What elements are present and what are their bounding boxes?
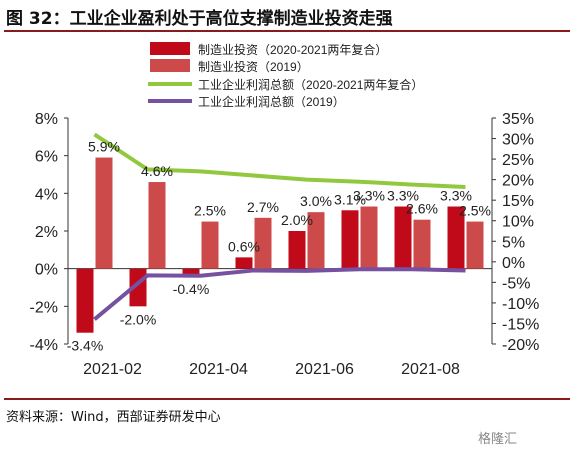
y-left-tick-label: 6% (35, 149, 58, 166)
figure-title: 图 32：工业企业盈利处于高位支撑制造业投资走强 (6, 9, 393, 29)
y-right-tick-label: 20% (502, 173, 534, 190)
title-rule (4, 30, 570, 32)
y-right-tick-label: -15% (502, 316, 539, 333)
bar-2 (360, 206, 378, 269)
bar-1 (447, 206, 465, 269)
x-tick-label: 2021-02 (83, 361, 142, 378)
legend-label-3: 工业企业利润总额（2020-2021两年复合） (198, 77, 423, 92)
legend-label-4: 工业企业利润总额（2019） (198, 94, 345, 109)
y-right-tick-label: 15% (502, 193, 534, 210)
data-label-s2: 2.6% (406, 201, 438, 217)
data-label-s2: 2.5% (459, 203, 491, 219)
data-label-s1: 3.3% (440, 188, 472, 204)
line-series-2 (93, 267, 466, 321)
source-note: 资料来源：Wind，西部证券研发中心 (6, 410, 221, 425)
y-right-tick-label: 30% (502, 132, 534, 149)
x-tick-label: 2021-06 (295, 361, 354, 378)
bar-2 (413, 219, 431, 269)
bar-2 (254, 217, 272, 269)
data-label-s1: 0.6% (228, 238, 260, 254)
legend-swatch-1 (150, 42, 190, 55)
y-right-tick-label: 25% (502, 152, 534, 169)
data-label-s2: 4.6% (141, 163, 173, 179)
y-right-tick-label: 10% (502, 214, 534, 231)
bar-1 (288, 231, 306, 269)
data-label-s1: -3.4% (67, 338, 104, 354)
bar-1 (341, 210, 359, 269)
bar-2 (307, 212, 325, 269)
y-left-tick-label: 8% (35, 111, 58, 128)
bar-2 (148, 182, 166, 269)
data-label-s2: 2.7% (247, 199, 279, 215)
legend-label-2: 制造业投资（2019） (198, 59, 309, 74)
data-label-s1: 2.0% (281, 212, 313, 228)
chart: 制造业投资（2020-2021两年复合） 制造业投资（2019） 工业企业利润总额（… (30, 42, 539, 378)
bar-2 (466, 221, 484, 269)
bar-1 (182, 268, 200, 277)
data-label-s2: 2.5% (194, 203, 226, 219)
y-right-tick-label: -20% (502, 337, 539, 354)
y-left-tick-label: 4% (35, 186, 58, 203)
y-right-tick-label: 0% (502, 255, 525, 272)
y-right-tick-label: -10% (502, 296, 539, 313)
y-left-tick-label: 2% (35, 224, 58, 241)
bar-1 (394, 206, 412, 269)
y-left-tick-label: -2% (30, 299, 58, 316)
y-right-tick-label: -5% (502, 275, 530, 292)
bar-1 (235, 257, 253, 269)
legend-label-1: 制造业投资（2020-2021两年复合） (198, 42, 387, 57)
data-label-s2: 3.0% (300, 193, 332, 209)
data-label-s2: 5.9% (88, 139, 120, 155)
data-label-s1: -2.0% (120, 311, 157, 327)
y-right-tick-label: 35% (502, 111, 534, 128)
watermark: 格隆汇 (478, 432, 518, 447)
y-left-tick-label: -4% (30, 337, 58, 354)
data-label-s1: 3.3% (387, 188, 419, 204)
bar-2 (201, 221, 219, 269)
x-tick-label: 2021-08 (401, 361, 460, 378)
bar-1 (76, 268, 94, 333)
data-label-s2: 3.3% (353, 188, 385, 204)
x-tick-label: 2021-04 (189, 361, 248, 378)
source-rule (4, 398, 570, 400)
y-left-tick-label: 0% (35, 262, 58, 279)
legend-swatch-2 (150, 59, 190, 72)
data-label-s1: -0.4% (173, 281, 210, 297)
line-series-1 (93, 132, 466, 190)
y-right-tick-label: 5% (502, 234, 525, 251)
data-label-s1: 3.1% (334, 191, 366, 207)
bar-2 (95, 157, 113, 269)
